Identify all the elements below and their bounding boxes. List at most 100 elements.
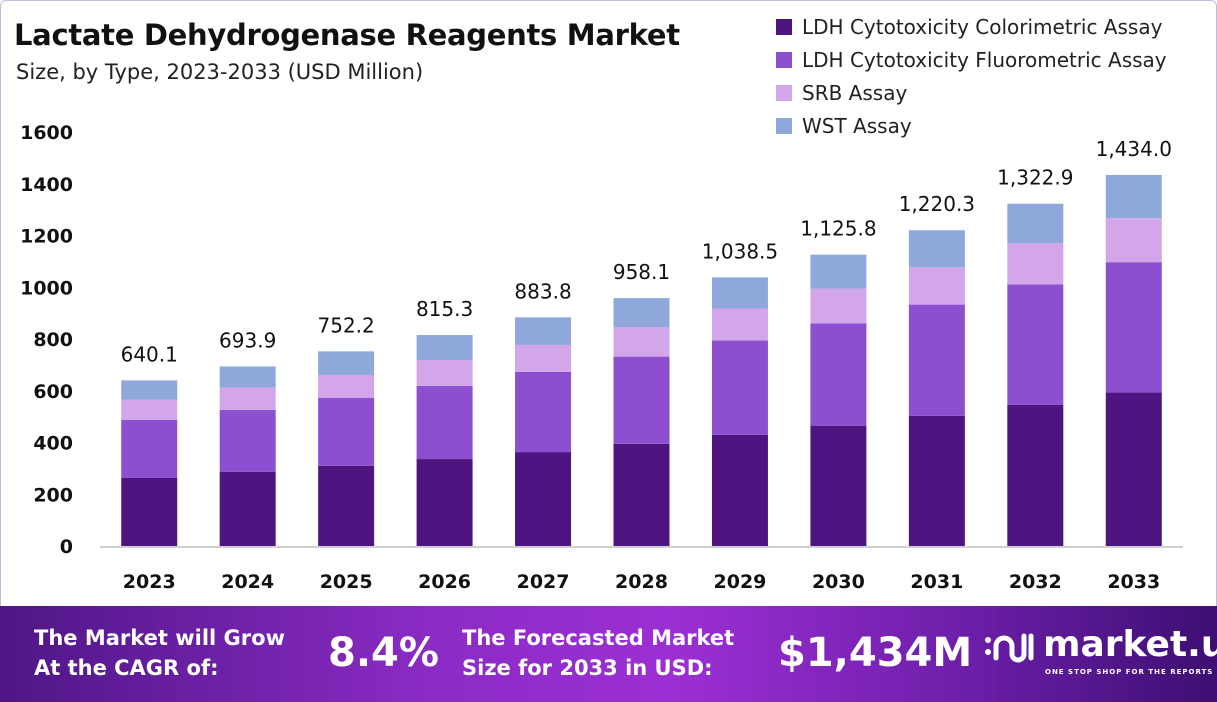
x-tick-label: 2025 — [320, 571, 373, 593]
cagr-value: 8.4% — [328, 630, 439, 676]
bar-segment — [908, 304, 965, 416]
bar-segment — [1007, 243, 1064, 285]
bar-segment — [121, 380, 178, 400]
bar-segment — [219, 366, 276, 388]
legend-label: LDH Cytotoxicity Colorimetric Assay — [802, 14, 1163, 39]
total-label: 1,322.9 — [997, 166, 1073, 190]
x-tick-label: 2028 — [615, 571, 668, 593]
bar-segment — [515, 317, 572, 345]
y-tick-label: 1600 — [20, 122, 73, 144]
bar-segment — [1105, 262, 1162, 393]
y-tick-label: 1200 — [20, 226, 73, 248]
bar-segment — [810, 288, 867, 324]
legend-item: LDH Cytotoxicity Colorimetric Assay — [776, 10, 1167, 43]
bar-segment — [219, 471, 276, 546]
bar-segment — [711, 340, 768, 435]
total-label: 1,434.0 — [1096, 137, 1172, 161]
bar-segment — [1007, 404, 1064, 546]
legend-label: SRB Assay — [802, 80, 908, 105]
footer-banner: The Market will Grow At the CAGR of: 8.4… — [0, 606, 1217, 702]
forecast-value: $1,434M — [778, 630, 973, 676]
bar-segment — [121, 477, 178, 546]
bar-segment — [515, 452, 572, 546]
bar-segment — [613, 356, 670, 444]
total-label: 693.9 — [219, 328, 276, 352]
total-label: 1,125.8 — [800, 217, 876, 241]
legend-swatch — [776, 84, 792, 101]
y-tick-label: 400 — [33, 433, 73, 455]
bar-segment — [416, 359, 473, 386]
bar-segment — [515, 344, 572, 372]
y-tick-label: 800 — [33, 329, 73, 351]
bar-segment — [908, 267, 965, 305]
y-tick-label: 1400 — [20, 174, 73, 196]
bar-segment — [219, 409, 276, 472]
forecast-label: The Forecasted Market Size for 2033 in U… — [462, 623, 734, 683]
legend: LDH Cytotoxicity Colorimetric Assay LDH … — [776, 10, 1167, 142]
total-label: 752.2 — [318, 313, 375, 337]
brand-tagline: ONE STOP SHOP FOR THE REPORTS — [1045, 668, 1214, 676]
bar-segment — [908, 230, 965, 268]
bar-segment — [416, 459, 473, 546]
bar-segment — [416, 385, 473, 460]
legend-swatch — [776, 18, 792, 35]
legend-swatch — [776, 117, 792, 134]
legend-swatch — [776, 51, 792, 68]
legend-item: LDH Cytotoxicity Fluorometric Assay — [776, 43, 1167, 76]
y-tick-label: 1000 — [20, 277, 73, 299]
bar-segment — [416, 335, 473, 360]
legend-item: WST Assay — [776, 109, 1167, 142]
bar-segment — [515, 371, 572, 453]
bar-segment — [711, 277, 768, 309]
bar-segment — [810, 254, 867, 289]
bar-segment — [1105, 392, 1162, 546]
legend-label: LDH Cytotoxicity Fluorometric Assay — [802, 47, 1167, 72]
total-label: 815.3 — [416, 297, 473, 321]
total-label: 640.1 — [121, 342, 178, 366]
x-tick-label: 2023 — [123, 571, 176, 593]
bar-segment — [613, 327, 670, 357]
total-label: 883.8 — [514, 279, 571, 303]
legend-label: WST Assay — [802, 113, 912, 138]
bar-segment — [1007, 284, 1064, 405]
y-tick-label: 600 — [33, 381, 73, 403]
bar-segment — [219, 387, 276, 410]
bar-segment — [318, 374, 375, 398]
chart-title: Lactate Dehydrogenase Reagents Market — [14, 18, 680, 52]
bar-segment — [810, 323, 867, 426]
market-us-logo-icon — [985, 633, 1034, 663]
x-tick-label: 2027 — [517, 571, 570, 593]
bar-segment — [318, 397, 375, 466]
brand-name: market.us — [1043, 624, 1217, 665]
y-tick-label: 0 — [60, 536, 73, 558]
x-tick-label: 2026 — [418, 571, 471, 593]
total-label: 1,038.5 — [702, 239, 778, 263]
legend-item: SRB Assay — [776, 76, 1167, 109]
forecast-label-line: Size for 2033 in USD: — [462, 656, 713, 680]
bar-segment — [1105, 218, 1162, 263]
cagr-label-line: At the CAGR of: — [34, 656, 219, 680]
cagr-label-line: The Market will Grow — [34, 626, 285, 650]
chart-subtitle: Size, by Type, 2023-2033 (USD Million) — [16, 60, 424, 84]
bar-segment — [121, 399, 178, 420]
x-tick-label: 2032 — [1009, 571, 1062, 593]
x-tick-label: 2033 — [1107, 571, 1160, 593]
bar-segment — [318, 465, 375, 546]
total-label: 958.1 — [613, 260, 670, 284]
x-tick-label: 2030 — [812, 571, 865, 593]
bar-segment — [613, 443, 670, 546]
bar-segment — [318, 351, 375, 375]
forecast-label-line: The Forecasted Market — [462, 626, 735, 650]
bar-segment — [121, 419, 178, 478]
bar-segment — [711, 434, 768, 546]
x-tick-label: 2029 — [714, 571, 767, 593]
bar-segment — [1105, 174, 1162, 219]
bar-chart: 0 200 400 600 800 1000 1200 1400 1600 640.1 2023 69… — [20, 122, 1183, 593]
total-label: 1,220.3 — [899, 192, 975, 216]
bar-segment — [613, 298, 670, 328]
bar-segment — [908, 415, 965, 546]
x-tick-label: 2031 — [910, 571, 963, 593]
cagr-label: The Market will Grow At the CAGR of: — [34, 623, 285, 683]
x-tick-label: 2024 — [221, 571, 274, 593]
y-tick-label: 200 — [33, 484, 73, 506]
